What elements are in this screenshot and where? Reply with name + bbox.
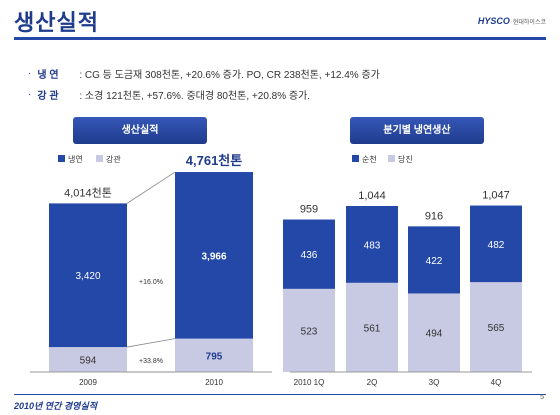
legend-label-series-2: 당진 (398, 154, 413, 164)
bullet-steel-pipe: · 강 관 : 소경 121천톤, +57.6%. 중대경 80천톤, +20.… (28, 84, 380, 105)
data-label-naengyeon: 3,420 (75, 271, 100, 282)
summary-bullets: · 냉 연 : CG 등 도금재 308천톤, +20.6% 증가. PO, C… (28, 63, 380, 105)
x-tick-label: 2009 (79, 378, 97, 387)
page-title: 생산실적 (14, 10, 99, 35)
bar-segment-dangjin (346, 282, 398, 372)
connector-line (126, 171, 176, 204)
bullet-label: 강 관 (37, 91, 59, 102)
legend-swatch-series-1 (352, 155, 359, 162)
header-rule (14, 37, 546, 40)
legend-swatch-series-1 (58, 155, 65, 162)
legend-swatch-series-2 (388, 155, 395, 162)
legend-label-series-1: 순천 (362, 154, 377, 164)
data-label-gangkwan: 795 (206, 351, 223, 362)
data-label-dangjin: 494 (426, 329, 443, 340)
data-label-dangjin: 565 (488, 323, 505, 334)
total-label: 4,761천톤 (186, 153, 242, 168)
bar-segment-dangjin (283, 288, 335, 372)
bullet-cold-rolled: · 냉 연 : CG 등 도금재 308천톤, +20.6% 증가. PO, C… (28, 63, 380, 84)
logo-subtext: 현대하이스코 (512, 20, 546, 26)
footer-rule (14, 394, 546, 395)
bar-segment-dangjin (470, 282, 522, 372)
bullet-dot: · (28, 68, 32, 79)
total-label: 1,044 (358, 190, 386, 202)
data-label-gangkwan: 594 (80, 356, 97, 367)
x-tick-label: 2010 (205, 378, 223, 387)
total-label: 4,014천톤 (64, 185, 112, 199)
bar-segment-suncheon (283, 219, 335, 289)
total-label: 916 (425, 210, 443, 222)
total-label: 959 (300, 204, 318, 216)
x-tick-label: 3Q (429, 378, 440, 387)
x-tick-label: 4Q (491, 378, 502, 387)
data-label-dangjin: 561 (364, 323, 381, 334)
bar-segment-dangjin (408, 293, 460, 372)
data-label-dangjin: 523 (301, 326, 318, 337)
bar-segment-suncheon (346, 206, 398, 283)
bar-segment-gangkwan (49, 347, 127, 372)
bar-segment-suncheon (470, 205, 522, 283)
bullet-text: : CG 등 도금재 308천톤, +20.6% 증가. PO, CR 238천… (79, 70, 380, 81)
right-panel-title: 분기별 냉연생산 (350, 117, 484, 144)
bullet-text: : 소경 121천톤, +57.6%. 중대경 80천톤, +20.8% 증가. (79, 91, 311, 102)
legend-swatch-series-2 (96, 155, 103, 162)
data-label-naengyeon: 3,966 (201, 251, 226, 262)
connector-line (126, 338, 176, 348)
bullet-dot: · (28, 89, 32, 100)
legend-label-series-1: 냉연 (68, 154, 83, 164)
logo-brand: HYSCO (477, 16, 510, 26)
footer-text: 2010년 연간 경영실적 (14, 401, 97, 411)
page-number: 5 (540, 394, 544, 401)
total-label: 1,047 (482, 190, 510, 202)
data-label-suncheon: 482 (488, 240, 505, 251)
company-logo: HYSCO 현대하이스코 (478, 16, 546, 26)
bar-segment-gangkwan (175, 338, 253, 372)
x-tick-label: 2010 1Q (294, 378, 325, 387)
bullet-label: 냉 연 (37, 70, 59, 81)
bar-segment-suncheon (408, 226, 460, 294)
bar-segment-naengyeon (175, 172, 253, 339)
x-tick-label: 2Q (367, 378, 378, 387)
data-label-suncheon: 436 (301, 250, 318, 261)
data-label-suncheon: 483 (364, 240, 381, 251)
left-panel-title: 생산실적 (73, 117, 207, 144)
growth-annotation: +33.8% (139, 358, 163, 365)
growth-annotation: +16.0% (139, 279, 163, 286)
data-label-suncheon: 422 (426, 256, 443, 267)
bar-segment-naengyeon (49, 203, 127, 348)
legend-label-series-2: 강관 (106, 154, 121, 164)
